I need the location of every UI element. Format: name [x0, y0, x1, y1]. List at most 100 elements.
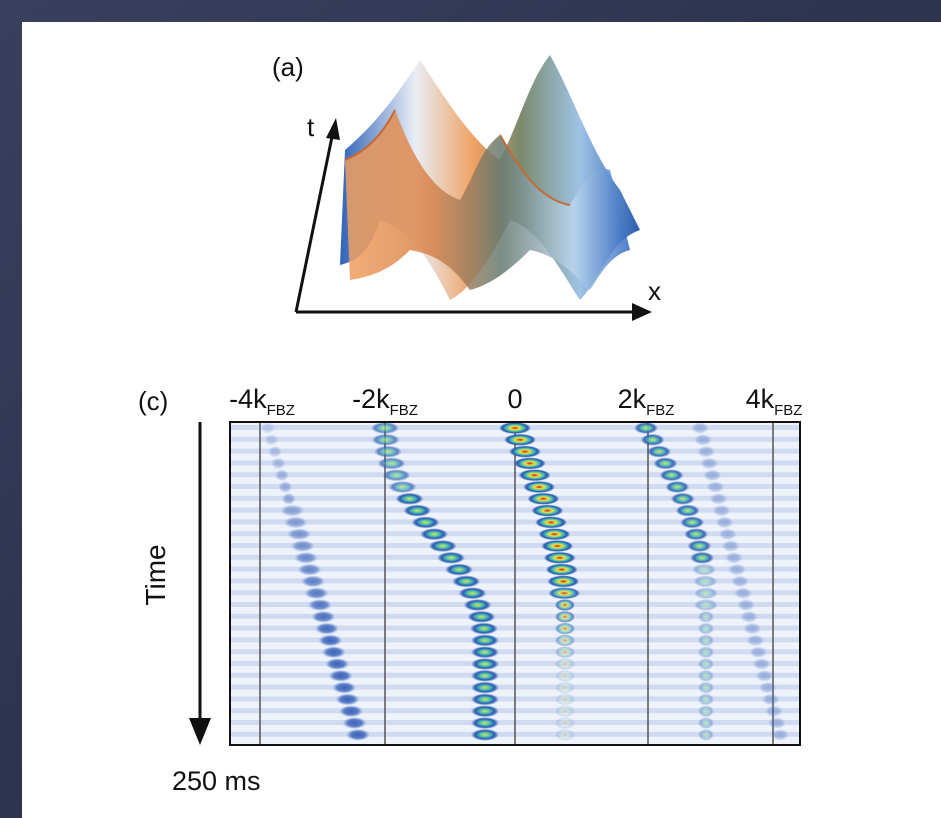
peak — [693, 575, 718, 588]
peak — [437, 551, 466, 564]
peak — [428, 540, 457, 552]
peak — [703, 469, 722, 482]
peak — [694, 433, 713, 446]
peak — [281, 492, 296, 505]
peak — [698, 658, 714, 670]
peak — [518, 469, 551, 482]
peak — [346, 728, 370, 741]
end-time-label: 250 ms — [172, 766, 261, 796]
peak — [548, 587, 581, 600]
momentum-label: -4kFBZ — [229, 384, 295, 419]
peak — [311, 610, 336, 623]
peak — [555, 622, 575, 635]
peak — [499, 422, 531, 434]
peak — [555, 669, 575, 682]
peak — [452, 575, 481, 588]
peak — [535, 516, 568, 529]
peak — [727, 563, 746, 576]
peak — [724, 551, 743, 564]
momentum-label: 4kFBZ — [746, 384, 803, 419]
peak — [541, 540, 574, 552]
peak — [538, 528, 571, 541]
peak — [698, 669, 714, 682]
peak — [261, 422, 275, 434]
peak — [697, 445, 716, 458]
peak — [555, 681, 575, 694]
peak — [767, 717, 786, 729]
peak — [698, 705, 714, 718]
peak — [318, 634, 343, 647]
peak — [698, 681, 714, 694]
peak — [543, 551, 576, 564]
surface-front — [345, 110, 630, 290]
peak — [513, 457, 546, 470]
peak — [675, 504, 700, 517]
peak — [547, 575, 580, 588]
peak — [371, 433, 400, 446]
peak — [335, 693, 360, 706]
peak — [718, 528, 737, 541]
peak — [692, 563, 717, 576]
peak — [698, 646, 714, 659]
peak — [274, 469, 289, 482]
peak — [469, 622, 498, 635]
peak — [684, 528, 709, 541]
peak — [634, 422, 658, 434]
x-arrowhead — [632, 303, 652, 321]
peak — [706, 481, 725, 493]
t-arrowhead — [326, 118, 340, 140]
peak — [698, 634, 714, 647]
momentum-base: 0 — [507, 384, 522, 414]
peak — [307, 599, 332, 611]
peak — [555, 717, 575, 729]
spectrum-image — [230, 422, 800, 745]
peak — [304, 587, 329, 600]
peak — [690, 551, 715, 564]
momentum-base: 2k — [618, 384, 647, 414]
peak — [382, 469, 411, 482]
peak — [403, 504, 432, 517]
peak — [694, 599, 718, 611]
peak — [471, 681, 499, 694]
peak — [740, 610, 759, 623]
peak — [764, 705, 783, 718]
peak — [411, 516, 440, 529]
momentum-label: 0 — [507, 384, 522, 414]
peak — [653, 457, 678, 470]
peak — [698, 728, 714, 741]
peak — [371, 422, 399, 434]
peak — [771, 728, 789, 741]
peak — [554, 599, 575, 611]
peak — [377, 457, 406, 470]
peak — [471, 693, 499, 706]
peak — [659, 469, 684, 482]
peak — [395, 492, 424, 505]
peak — [698, 693, 714, 706]
peak — [297, 563, 322, 576]
momentum-subscript: FBZ — [774, 402, 802, 419]
peak — [471, 646, 499, 659]
peak — [339, 705, 364, 718]
peak — [328, 669, 353, 682]
peak — [314, 622, 339, 635]
peak — [670, 492, 695, 505]
peak — [737, 599, 756, 611]
peak — [691, 422, 709, 434]
peak — [290, 540, 315, 552]
peak — [555, 728, 575, 741]
momentum-subscript: FBZ — [646, 402, 674, 419]
peak — [647, 445, 672, 458]
peak — [746, 634, 765, 647]
peak — [531, 504, 564, 517]
peak — [463, 599, 492, 611]
peak — [388, 481, 417, 493]
peak — [698, 717, 714, 729]
peak — [755, 669, 774, 682]
peak — [325, 658, 350, 670]
peak — [555, 693, 575, 706]
peak — [467, 610, 496, 623]
peak — [698, 610, 714, 623]
momentum-base: -2k — [352, 384, 390, 414]
